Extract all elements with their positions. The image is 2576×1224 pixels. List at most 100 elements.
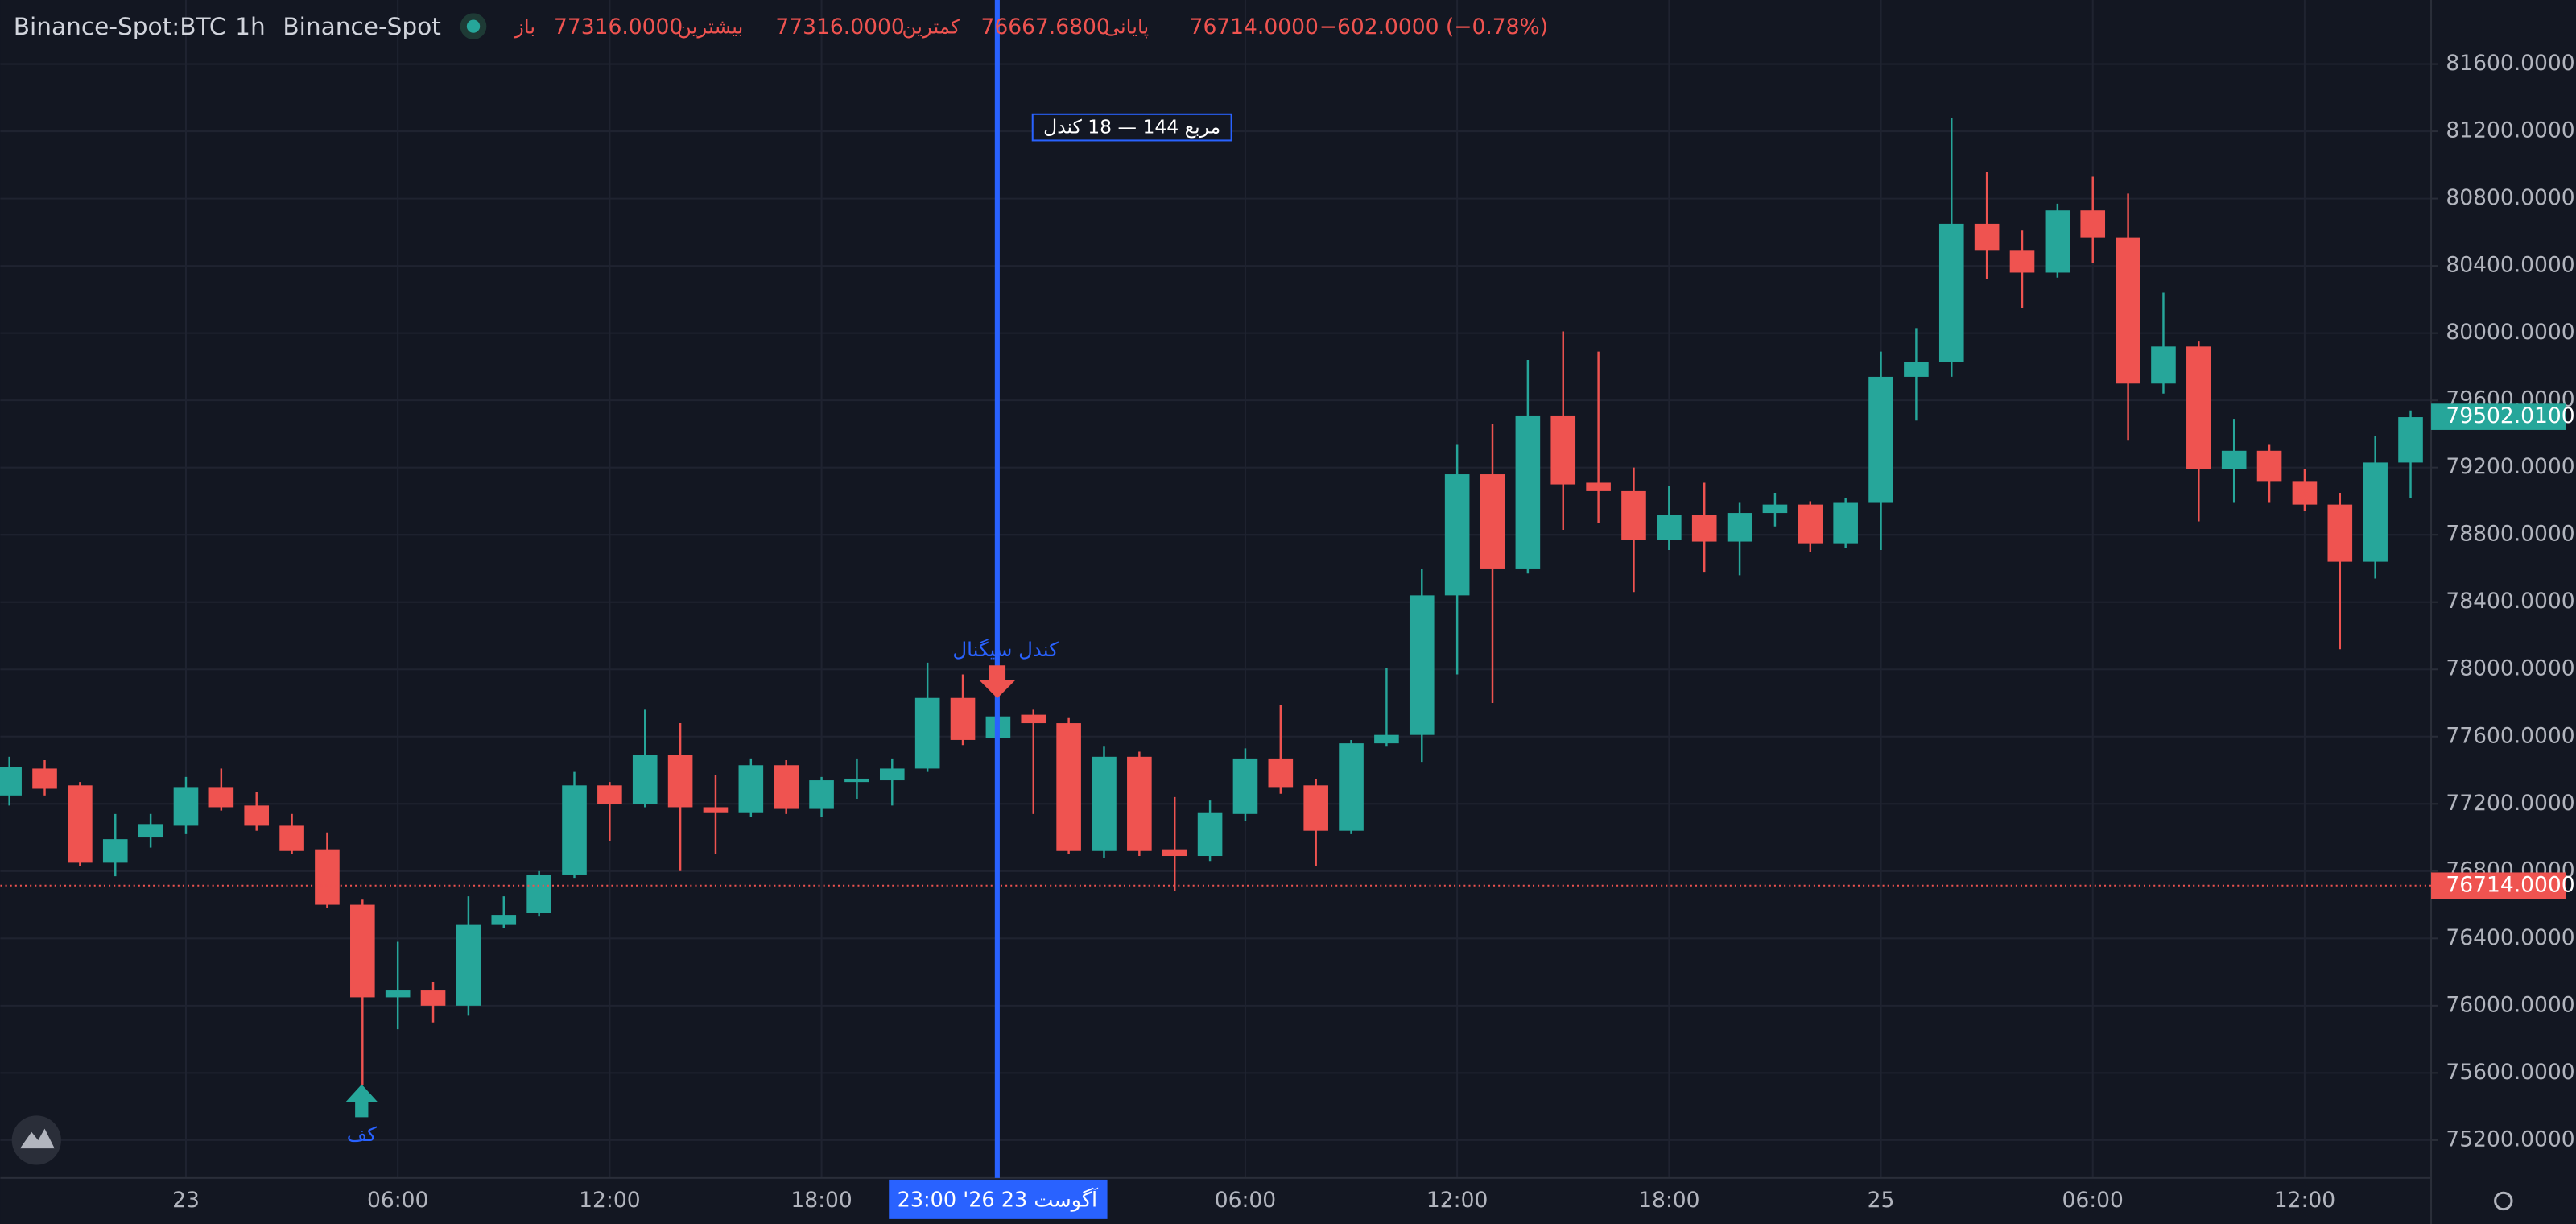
x-tick-label: 18:00	[791, 1188, 852, 1213]
candle-body	[0, 767, 22, 796]
y-tick-label: 76000.0000	[2446, 992, 2574, 1017]
x-tick-label: 12:00	[1426, 1188, 1488, 1213]
candle-body	[1762, 504, 1788, 514]
candle-body	[2186, 346, 2211, 469]
candle-body	[491, 915, 517, 925]
candle-body	[279, 825, 304, 851]
y-tick-label: 80400.0000	[2446, 253, 2574, 278]
candle-body	[879, 768, 905, 781]
signal-arrow	[979, 665, 1016, 699]
bottom-label: کف	[347, 1123, 377, 1146]
candle-body	[1938, 223, 1964, 362]
candle-body	[1092, 756, 1117, 851]
candle-body	[2221, 450, 2247, 469]
y-tick-label: 77600.0000	[2446, 723, 2574, 748]
high-label: بیشترین	[677, 15, 743, 39]
signal-label: کندل سیگنال	[952, 638, 1059, 661]
candle-body	[2045, 210, 2070, 273]
candle-body	[1268, 758, 1294, 788]
crosshair-label: 23:00 '26 آگوست 23	[898, 1187, 1099, 1212]
change-value: −602.0000 (−0.78%)	[1319, 14, 1548, 39]
current-price-tag	[2431, 872, 2566, 899]
x-tick-label: 23	[172, 1188, 200, 1213]
annotation-box-text: مربع 144 — 18 کندل	[1043, 116, 1220, 139]
annotation-box	[1031, 113, 1232, 142]
settings-icon[interactable]	[2494, 1191, 2513, 1211]
candle-body	[1197, 812, 1223, 857]
candle-body	[208, 787, 234, 808]
candle-body	[2327, 504, 2353, 562]
candle-body	[667, 755, 693, 808]
overlay: 75200.0000 75600.0000 76000.0000 76400.0000…	[0, 51, 2575, 1213]
y-tick-label: 77200.0000	[2446, 791, 2574, 816]
close-label: پایانی	[1104, 15, 1149, 39]
x-tick-label: 18:00	[1638, 1188, 1699, 1213]
candle-body	[2398, 417, 2423, 463]
high-value: 77316.0000	[775, 14, 904, 39]
candle-body	[1339, 743, 1364, 831]
candle-body	[774, 765, 799, 809]
candle-body	[456, 924, 481, 1006]
x-tick-label: 25	[1868, 1188, 1895, 1213]
candle-body	[526, 874, 551, 914]
candle-body	[950, 697, 976, 740]
x-tick-label: 12:00	[579, 1188, 640, 1213]
candle-body	[2363, 462, 2388, 562]
candle-body	[385, 990, 411, 998]
exchange: Binance-Spot	[283, 13, 441, 40]
candle-body	[2151, 346, 2176, 384]
candle-body	[244, 805, 270, 826]
candle-body	[1232, 758, 1258, 814]
candle-body	[315, 849, 340, 905]
y-tick-label: 79200.0000	[2446, 454, 2574, 479]
candle-body	[2009, 250, 2035, 273]
candle-body	[1127, 756, 1152, 851]
candle-body	[1444, 474, 1470, 596]
candle-body	[1727, 513, 1752, 542]
candle-body	[1303, 785, 1328, 831]
x-tick-label: 12:00	[2274, 1188, 2335, 1213]
candle-body	[1515, 415, 1541, 569]
candle-body	[1868, 376, 1893, 503]
logo-icon	[19, 1128, 55, 1149]
candle-body	[844, 778, 869, 783]
candle-body	[562, 785, 587, 875]
candle-body	[2080, 210, 2106, 238]
candle-body	[809, 780, 834, 809]
last-price-tag	[2431, 403, 2566, 430]
open-label: باز	[513, 15, 535, 39]
candle-body	[2292, 481, 2318, 505]
candle-body	[102, 839, 128, 863]
candle-body	[173, 787, 199, 826]
candle-body	[1409, 595, 1435, 735]
y-tick-label: 81600.0000	[2446, 51, 2574, 76]
open-value: 77316.0000	[554, 14, 683, 39]
y-tick-label: 81200.0000	[2446, 118, 2574, 143]
status-dot	[466, 19, 481, 33]
candle-body	[1798, 504, 1823, 544]
candle-body	[1833, 502, 1858, 544]
candles	[0, 118, 2423, 1085]
candle-body	[703, 807, 729, 813]
low-value: 76667.6800	[980, 14, 1109, 39]
y-tick-label: 75600.0000	[2446, 1060, 2574, 1085]
candle-body	[2256, 450, 2282, 482]
candle-body	[1021, 714, 1046, 724]
candle-body	[32, 768, 57, 789]
y-tick-label: 76400.0000	[2446, 925, 2574, 950]
symbol: Binance-Spot:BTC	[14, 13, 226, 40]
candle-body	[1586, 482, 1611, 491]
candle-body	[914, 697, 940, 769]
candle-body	[597, 785, 622, 804]
x-tick-label: 06:00	[1215, 1188, 1276, 1213]
candle-body	[738, 765, 764, 813]
y-tick-label: 78400.0000	[2446, 589, 2574, 614]
candle-body	[1657, 515, 1682, 540]
candle-body	[420, 990, 446, 1006]
y-tick-label: 80800.0000	[2446, 185, 2574, 210]
close-value: 76714.0000	[1190, 14, 1319, 39]
candle-body	[2116, 237, 2140, 384]
candle-body	[1162, 849, 1187, 857]
